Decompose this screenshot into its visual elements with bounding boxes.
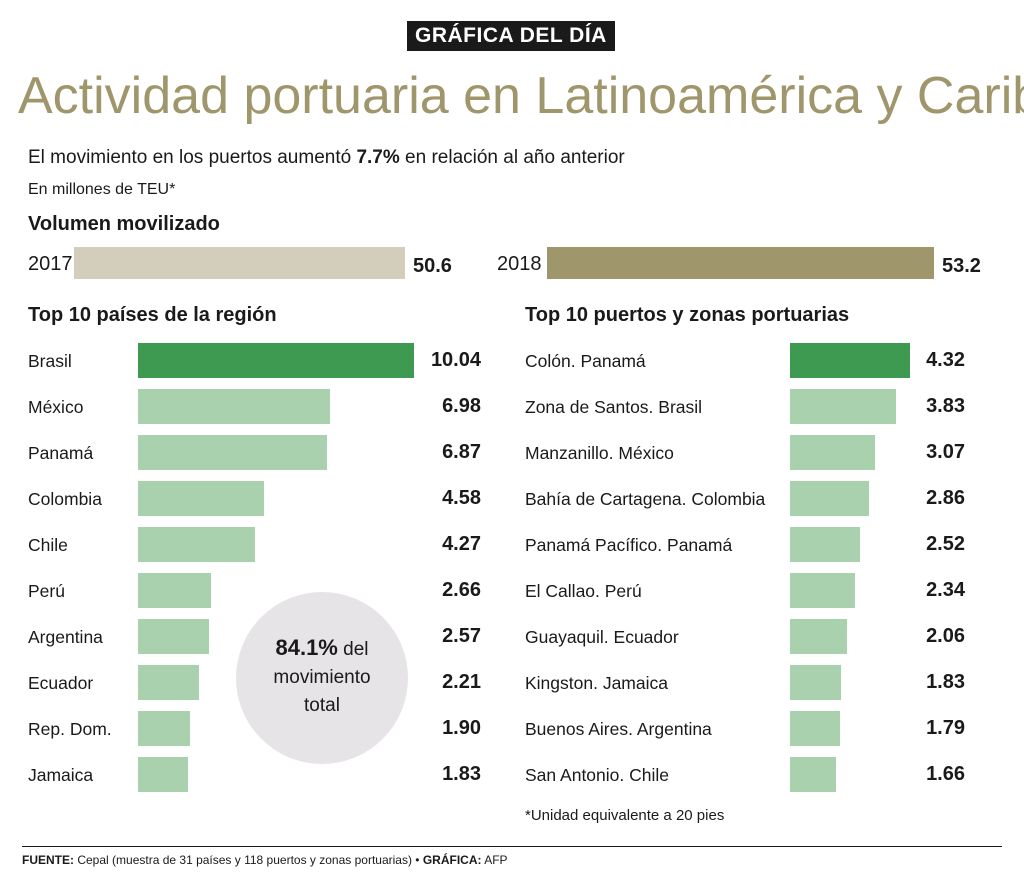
country-bar: [138, 527, 255, 562]
country-bar: [138, 711, 190, 746]
country-bar: [138, 435, 327, 470]
country-value: 6.87: [442, 441, 481, 463]
subtitle-post: en relación al año anterior: [399, 147, 625, 168]
country-value: 1.90: [442, 717, 481, 739]
country-label: Perú: [28, 581, 65, 601]
country-bar: [138, 389, 330, 424]
share-circle-text: 84.1% del movimiento total: [236, 634, 408, 720]
footnote: *Unidad equivalente a 20 pies: [525, 807, 725, 824]
country-value: 4.27: [442, 533, 481, 555]
subtitle: El movimiento en los puertos aumentó 7.7…: [28, 147, 625, 169]
port-value: 2.86: [926, 487, 965, 509]
country-label: Brasil: [28, 351, 72, 371]
port-value: 3.07: [926, 441, 965, 463]
source-text: Cepal (muestra de 31 países y 118 puerto…: [77, 853, 412, 867]
grafica-text: AFP: [484, 853, 508, 867]
grafica-label: GRÁFICA:: [422, 853, 482, 867]
country-bar: [138, 573, 211, 608]
port-bar: [790, 343, 910, 378]
share-line3: total: [304, 695, 340, 716]
country-label: Chile: [28, 535, 68, 555]
port-bar: [790, 757, 836, 792]
ports-heading: Top 10 puertos y zonas portuarias: [525, 304, 850, 326]
port-bar: [790, 619, 847, 654]
port-value: 2.52: [926, 533, 965, 555]
country-bar: [138, 757, 188, 792]
port-bar: [790, 711, 840, 746]
port-label: Colón. Panamá: [525, 351, 646, 371]
country-bar: [138, 481, 264, 516]
volume-year-2018: 2018: [497, 253, 542, 275]
volume-bar-2017: [74, 247, 405, 279]
port-label: Kingston. Jamaica: [525, 673, 668, 693]
source-line: FUENTE: Cepal (muestra de 31 países y 11…: [22, 853, 508, 867]
port-value: 4.32: [926, 349, 965, 371]
share-line1: del: [343, 639, 369, 660]
port-bar: [790, 435, 875, 470]
port-value: 2.34: [926, 579, 965, 601]
subtitle-percent: 7.7%: [356, 147, 400, 168]
source-label: FUENTE:: [22, 853, 74, 867]
country-bar: [138, 343, 414, 378]
port-label: Zona de Santos. Brasil: [525, 397, 703, 417]
port-label: Panamá Pacífico. Panamá: [525, 535, 733, 555]
port-value: 3.83: [926, 395, 965, 417]
port-value: 1.66: [926, 763, 965, 785]
share-percent: 84.1%: [275, 635, 338, 660]
country-value: 2.21: [442, 671, 481, 693]
volume-value-2018: 53.2: [942, 255, 981, 277]
port-bar: [790, 527, 860, 562]
country-label: Jamaica: [28, 765, 94, 785]
country-label: Rep. Dom.: [28, 719, 112, 739]
volume-heading: Volumen movilizado: [28, 213, 220, 235]
country-label: Argentina: [28, 627, 103, 647]
port-value: 1.79: [926, 717, 965, 739]
port-label: San Antonio. Chile: [525, 765, 669, 785]
volume-bar-2018: [547, 247, 934, 279]
source-separator: •: [411, 853, 423, 867]
port-bar: [790, 481, 869, 516]
port-label: Bahía de Cartagena. Colombia: [525, 489, 766, 509]
country-value: 10.04: [430, 349, 481, 371]
country-bar: [138, 619, 209, 654]
country-value: 1.83: [442, 763, 481, 785]
country-value: 2.66: [442, 579, 481, 601]
port-label: Buenos Aires. Argentina: [525, 719, 712, 739]
port-value: 1.83: [926, 671, 965, 693]
country-bar: [138, 665, 199, 700]
countries-heading: Top 10 países de la región: [28, 304, 277, 326]
country-value: 2.57: [442, 625, 481, 647]
country-label: Panamá: [28, 443, 94, 463]
chart-title: Actividad portuaria en Latinoamérica y C…: [18, 67, 1024, 125]
port-label: Guayaquil. Ecuador: [525, 627, 679, 647]
country-value: 6.98: [442, 395, 481, 417]
port-value: 2.06: [926, 625, 965, 647]
volume-value-2017: 50.6: [413, 255, 452, 277]
units-note: En millones de TEU*: [28, 181, 176, 198]
port-label: Manzanillo. México: [525, 443, 674, 463]
share-line2: movimiento: [273, 667, 371, 688]
volume-year-2017: 2017: [28, 253, 73, 275]
badge-grafica-del-dia: GRÁFICA DEL DÍA: [407, 21, 615, 51]
subtitle-pre: El movimiento en los puertos aumentó: [28, 147, 357, 168]
country-value: 4.58: [442, 487, 481, 509]
country-label: México: [28, 397, 84, 417]
port-bar: [790, 665, 841, 700]
country-label: Colombia: [28, 489, 102, 509]
port-bar: [790, 573, 855, 608]
port-bar: [790, 389, 896, 424]
share-circle: 84.1% del movimiento total: [236, 592, 408, 764]
port-label: El Callao. Perú: [525, 581, 642, 601]
country-label: Ecuador: [28, 673, 94, 693]
divider: [22, 846, 1002, 847]
